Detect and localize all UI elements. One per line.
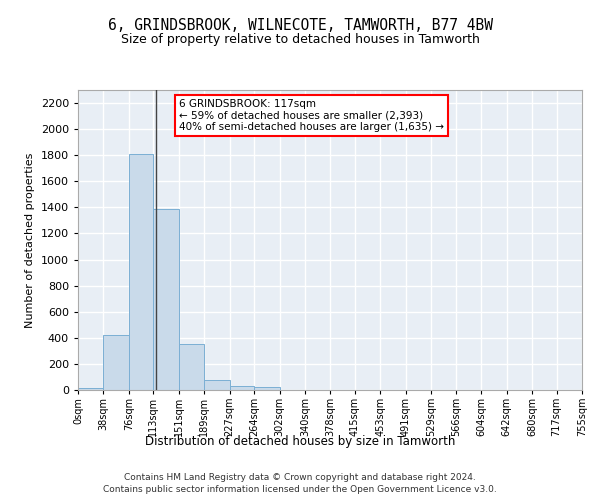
Bar [129, 154, 154, 390]
Bar [179, 344, 204, 390]
Bar [230, 386, 254, 390]
Text: Size of property relative to detached houses in Tamworth: Size of property relative to detached ho… [121, 32, 479, 46]
Text: 6, GRINDSBROOK, WILNECOTE, TAMWORTH, B77 4BW: 6, GRINDSBROOK, WILNECOTE, TAMWORTH, B77… [107, 18, 493, 32]
Text: Contains HM Land Registry data © Crown copyright and database right 2024.: Contains HM Land Registry data © Crown c… [124, 472, 476, 482]
Text: Contains public sector information licensed under the Open Government Licence v3: Contains public sector information licen… [103, 485, 497, 494]
Bar [204, 380, 230, 390]
Bar [103, 335, 129, 390]
Bar [254, 388, 280, 390]
Text: Distribution of detached houses by size in Tamworth: Distribution of detached houses by size … [145, 435, 455, 448]
Y-axis label: Number of detached properties: Number of detached properties [25, 152, 35, 328]
Bar [154, 208, 179, 390]
Text: 6 GRINDSBROOK: 117sqm
← 59% of detached houses are smaller (2,393)
40% of semi-d: 6 GRINDSBROOK: 117sqm ← 59% of detached … [179, 99, 444, 132]
Bar [78, 388, 103, 390]
